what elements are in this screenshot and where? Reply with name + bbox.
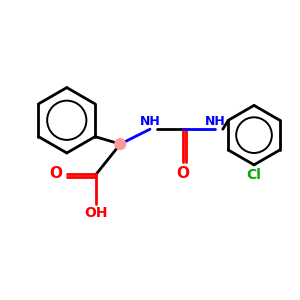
Text: NH: NH [140,115,160,128]
Circle shape [115,139,126,149]
Text: O: O [49,166,62,181]
Text: Cl: Cl [247,168,262,182]
Text: NH: NH [205,115,226,128]
Text: OH: OH [85,206,108,220]
Text: O: O [176,166,189,181]
